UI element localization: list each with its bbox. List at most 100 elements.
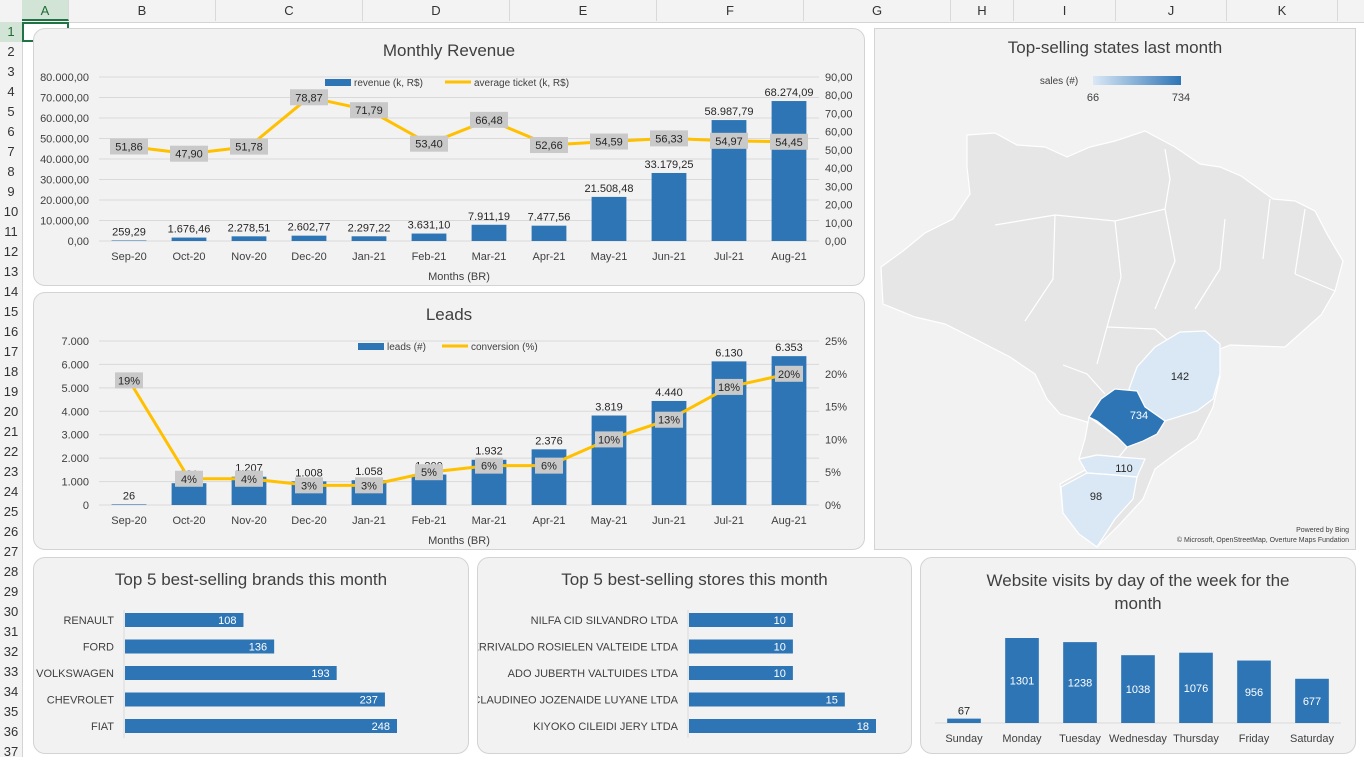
legend-bar-label: revenue (k, R$) [354, 78, 423, 89]
category-label: CHEVROLET [47, 695, 115, 707]
stores-chart-panel[interactable]: Top 5 best-selling stores this month NIL… [477, 557, 912, 754]
map-chart-panel[interactable]: Top-selling states last month sales (#) … [874, 28, 1356, 550]
bar-data-label: 33.179,25 [645, 159, 694, 171]
column-header-c[interactable]: C [216, 0, 363, 21]
bar-data-label: 15 [826, 695, 838, 707]
column-header-k[interactable]: K [1227, 0, 1338, 21]
bar [591, 196, 627, 241]
column-header-g[interactable]: G [804, 0, 951, 21]
row-header-23[interactable]: 23 [3, 464, 19, 479]
category-label: RENAULT [63, 615, 114, 627]
y-axis-tick-label: 20.000,00 [40, 195, 89, 207]
row-header-32[interactable]: 32 [3, 644, 19, 659]
bar [591, 415, 627, 505]
row-header-12[interactable]: 12 [3, 244, 19, 259]
line-data-label: 5% [421, 467, 437, 479]
bar-data-label: 1076 [1184, 683, 1208, 695]
row-header-2[interactable]: 2 [7, 44, 15, 59]
row-header-29[interactable]: 29 [3, 584, 19, 599]
y2-axis-tick-label: 15% [825, 402, 847, 414]
row-header-33[interactable]: 33 [3, 664, 19, 679]
line-data-label-box [290, 89, 328, 106]
row-header-1[interactable]: 1 [0, 22, 22, 42]
row-header-21[interactable]: 21 [3, 424, 19, 439]
column-header-h[interactable]: H [951, 0, 1014, 21]
row-header-11[interactable]: 11 [4, 224, 18, 239]
row-header-25[interactable]: 25 [3, 504, 19, 519]
y2-axis-tick-label: 60,00 [825, 127, 853, 139]
y2-axis-tick-label: 90,00 [825, 72, 853, 84]
y2-axis-tick-label: 20% [825, 369, 847, 381]
row-header-17[interactable]: 17 [3, 344, 19, 359]
x-axis-tick-label: Sep-20 [111, 251, 146, 263]
x-axis-tick-label: May-21 [591, 515, 628, 527]
row-header-15[interactable]: 15 [3, 304, 19, 319]
bar-data-label: 68.274,09 [765, 87, 814, 99]
visits-chart-title: Website visits by day of the week for th… [986, 571, 1290, 613]
row-header-34[interactable]: 34 [3, 684, 19, 699]
bar [171, 237, 207, 241]
line-data-label-box [655, 411, 683, 428]
line-data-label: 53,40 [415, 139, 443, 151]
revenue-chart-panel[interactable]: Monthly Revenue 80.000,00 70.000,00 60.000… [33, 28, 865, 286]
x-axis-tick-label: Jun-21 [652, 251, 686, 263]
line-data-label: 66,48 [475, 115, 503, 127]
row-header-13[interactable]: 13 [3, 264, 19, 279]
row-header-20[interactable]: 20 [3, 404, 19, 419]
row-header-6[interactable]: 6 [7, 124, 15, 139]
row-header-30[interactable]: 30 [3, 604, 19, 619]
row-header-18[interactable]: 18 [3, 364, 19, 379]
state-mg [1128, 330, 1221, 422]
brands-chart: RENAULT 108 FORD 136 VOLKSWAGEN 193 CHEVROLET 2… [36, 610, 397, 738]
row-header-35[interactable]: 35 [3, 704, 19, 719]
map-credit-sources: © Microsoft, OpenStreetMap, Overture Map… [1177, 536, 1349, 544]
row-header-36[interactable]: 36 [3, 724, 19, 739]
row-header-28[interactable]: 28 [3, 564, 19, 579]
row-header-10[interactable]: 10 [3, 204, 19, 219]
row-header-16[interactable]: 16 [3, 324, 19, 339]
y2-axis-tick-label: 50,00 [825, 145, 853, 157]
y-axis-tick-label: 2.000 [61, 453, 89, 465]
row-header-9[interactable]: 9 [7, 184, 15, 199]
y-axis-tick-label: 10.000,00 [40, 216, 89, 228]
row-header-7[interactable]: 7 [7, 144, 15, 159]
column-header-b[interactable]: B [69, 0, 216, 21]
column-header-j[interactable]: J [1116, 0, 1227, 21]
y-axis-tick-label: 6.000 [61, 359, 89, 371]
x-axis-tick-label: Dec-20 [291, 515, 326, 527]
row-header-31[interactable]: 31 [3, 624, 19, 639]
row-header-27[interactable]: 27 [3, 544, 19, 559]
bar-data-label: 1.676,46 [168, 224, 211, 236]
row-header-24[interactable]: 24 [3, 484, 19, 499]
bar-data-label: 4.440 [655, 387, 683, 399]
row-header-4[interactable]: 4 [7, 84, 15, 99]
row-header-37[interactable]: 37 [3, 744, 19, 759]
line-data-label-box [355, 477, 383, 494]
line-data-label: 47,90 [175, 149, 203, 161]
bar-data-label: 2.602,77 [288, 222, 331, 234]
row-header-3[interactable]: 3 [7, 64, 15, 79]
state-rs [1060, 472, 1138, 548]
category-label: ADO JUBERTH VALTUIDES LTDA [508, 668, 679, 680]
bar-data-label: 108 [218, 615, 236, 627]
row-header-19[interactable]: 19 [3, 384, 19, 399]
column-header-f[interactable]: F [657, 0, 804, 21]
line-data-label-box [415, 464, 443, 481]
line-data-label: 18% [718, 382, 740, 394]
row-header-8[interactable]: 8 [7, 164, 15, 179]
row-header-22[interactable]: 22 [3, 444, 19, 459]
line-data-label: 56,33 [655, 133, 683, 145]
column-header-a[interactable]: A [22, 0, 69, 21]
x-axis-tick-label: Mar-21 [472, 515, 507, 527]
visits-chart-panel[interactable]: Website visits by day of the week for th… [920, 557, 1356, 754]
column-header-e[interactable]: E [510, 0, 657, 21]
brands-chart-panel[interactable]: Top 5 best-selling brands this month REN… [33, 557, 469, 754]
column-header-d[interactable]: D [363, 0, 510, 21]
row-header-14[interactable]: 14 [3, 284, 19, 299]
column-header-i[interactable]: I [1014, 0, 1116, 21]
bar-data-label: 6.130 [715, 347, 743, 359]
row-header-5[interactable]: 5 [7, 104, 15, 119]
bar-data-label: 1238 [1068, 678, 1092, 690]
row-header-26[interactable]: 26 [3, 524, 19, 539]
leads-chart-panel[interactable]: Leads 7.000 6.000 5.000 4.000 3.000 2.000 1.00… [33, 292, 865, 550]
